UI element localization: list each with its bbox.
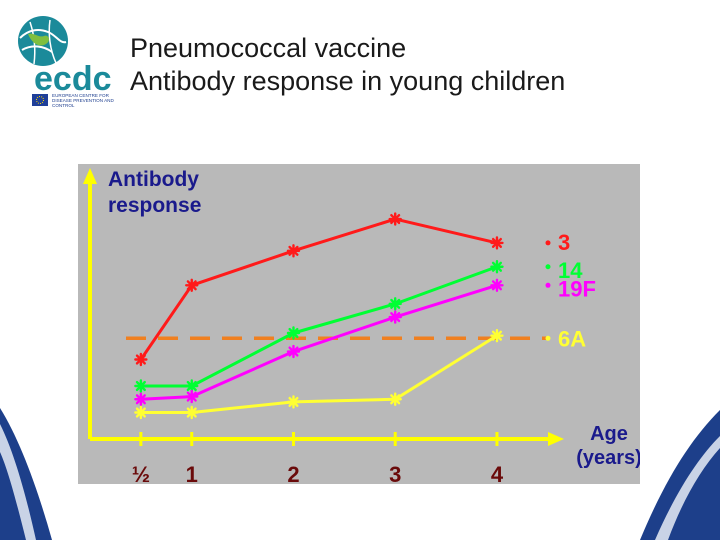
slide-title-line2: Antibody response in young children — [130, 66, 566, 96]
swoosh-left — [0, 408, 52, 540]
ecdc-logo: ecdc EUROPEAN CENTRE FOR DISEASE PREVENT… — [18, 16, 114, 108]
x-tick-label: 4 — [491, 462, 504, 484]
slide-title: Pneumococcal vaccine Antibody response i… — [130, 32, 565, 98]
x-tick-label: 1 — [186, 462, 198, 484]
data-point-stroke — [390, 213, 401, 225]
data-point — [185, 278, 199, 293]
legend-dot — [545, 240, 551, 246]
data-point-stroke — [288, 245, 299, 256]
x-axis-title-line: (years) — [576, 447, 640, 469]
data-point-stroke — [491, 330, 503, 341]
data-point — [286, 395, 301, 409]
data-point — [185, 389, 199, 404]
data-point — [286, 326, 301, 340]
logo-caption-line2: DISEASE PREVENTION AND — [52, 98, 114, 103]
data-point — [134, 379, 148, 393]
slide-title-line1: Pneumococcal vaccine — [130, 33, 407, 63]
data-point — [185, 405, 199, 420]
data-point — [388, 297, 402, 311]
data-point — [286, 344, 301, 359]
y-axis-title-line: Antibody — [108, 168, 199, 191]
data-point-stroke — [288, 327, 299, 339]
data-point — [490, 260, 504, 274]
data-point-stroke — [186, 391, 197, 402]
data-point-stroke — [135, 354, 146, 365]
data-point-stroke — [186, 407, 197, 418]
legend-label-6A: 6A — [558, 327, 586, 352]
data-point-stroke — [186, 280, 197, 291]
data-point-stroke — [491, 261, 503, 272]
x-axis-arrow — [548, 432, 564, 446]
legend-label-14: 14 — [558, 258, 583, 283]
swoosh-left-highlight — [0, 424, 36, 540]
swoosh-right — [640, 410, 720, 540]
data-point-stroke — [390, 312, 401, 323]
data-point-stroke — [390, 298, 401, 309]
data-point — [388, 212, 402, 226]
legend-dot — [545, 264, 551, 270]
data-point-stroke — [135, 380, 146, 392]
data-point — [490, 328, 504, 343]
eu-flag-icon — [32, 94, 48, 106]
x-tick-label: ½ — [132, 462, 150, 484]
y-axis-title-line: response — [108, 194, 201, 217]
swoosh-right-highlight — [655, 436, 720, 540]
data-point — [134, 392, 148, 406]
data-point-stroke — [288, 396, 299, 407]
data-point-stroke — [491, 280, 503, 291]
data-point — [490, 236, 504, 250]
data-point-stroke — [186, 380, 197, 392]
data-point — [286, 244, 301, 258]
data-point-stroke — [390, 394, 401, 405]
data-point — [134, 405, 148, 420]
legend-dot — [545, 282, 551, 288]
data-point-stroke — [491, 237, 503, 248]
logo-text: ecdc — [34, 60, 112, 98]
data-point — [185, 379, 199, 393]
data-point — [388, 392, 402, 406]
data-point — [388, 310, 402, 324]
data-point — [134, 352, 148, 367]
x-tick-label: 3 — [389, 462, 401, 484]
logo-caption-line1: EUROPEAN CENTRE FOR — [52, 93, 110, 98]
legend-label-3: 3 — [558, 230, 570, 255]
data-point-stroke — [135, 394, 146, 405]
chart-panel — [78, 164, 640, 484]
data-point — [490, 278, 504, 293]
logo-caption-line3: CONTROL — [52, 103, 75, 108]
data-point-stroke — [135, 407, 146, 418]
x-tick-label: 2 — [287, 462, 299, 484]
data-point-stroke — [288, 346, 299, 357]
y-axis-arrow — [83, 168, 97, 184]
x-axis-title-line: Age — [590, 423, 628, 445]
legend-label-19F: 19F — [558, 276, 596, 301]
legend-dot — [545, 335, 551, 341]
